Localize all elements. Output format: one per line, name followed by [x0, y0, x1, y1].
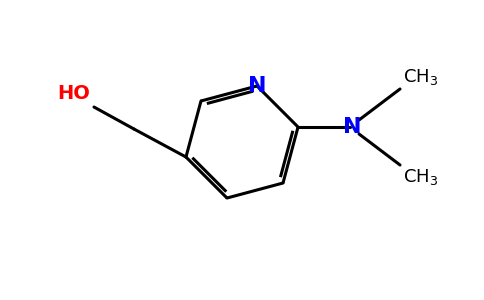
Text: CH$_3$: CH$_3$ [403, 167, 438, 187]
Text: HO: HO [57, 84, 90, 103]
Text: N: N [248, 76, 266, 96]
Text: N: N [343, 117, 361, 137]
Text: CH$_3$: CH$_3$ [403, 67, 438, 87]
